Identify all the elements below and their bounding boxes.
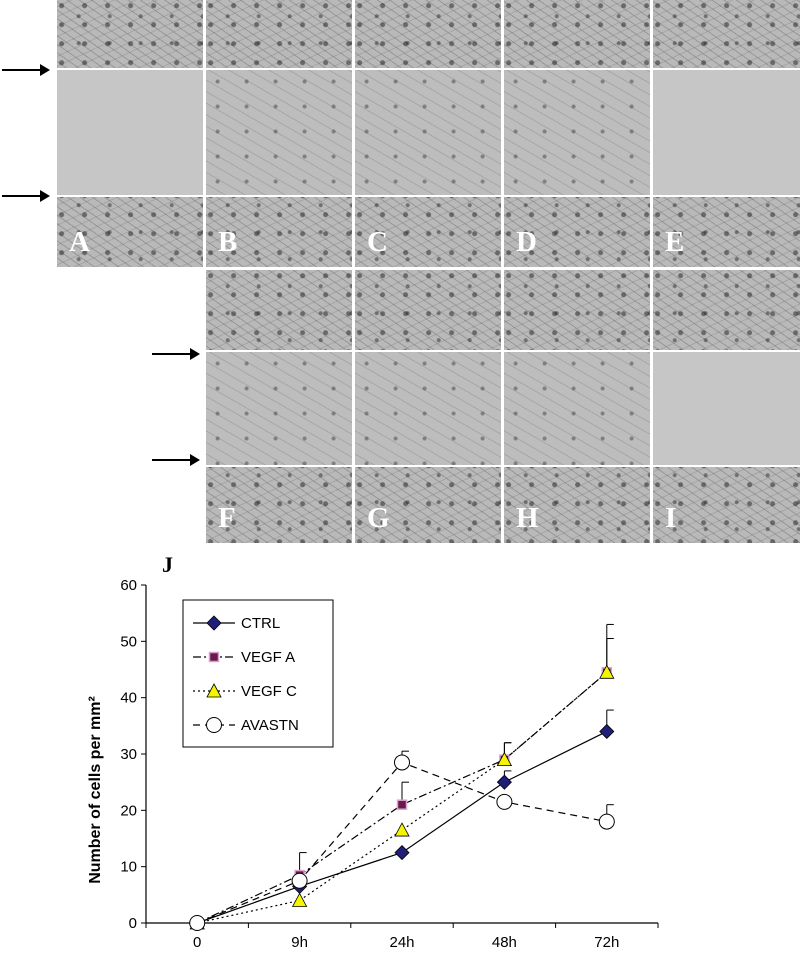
wound-edge-line (206, 350, 352, 352)
wound-edge-line (57, 68, 203, 70)
y-tick-label: 40 (120, 690, 137, 707)
y-tick-label: 50 (120, 633, 137, 650)
wound-edge-line (355, 68, 501, 70)
arrow-right-icon (152, 348, 200, 360)
data-point (599, 664, 615, 679)
y-tick-label: 20 (120, 802, 137, 819)
micrograph-panel-i: I (653, 270, 800, 543)
wound-gap (653, 351, 800, 466)
data-point (189, 915, 206, 931)
wound-edge-line (355, 195, 501, 197)
data-point (291, 872, 308, 889)
legend-marker (206, 683, 222, 698)
wound-gap (206, 69, 352, 196)
micrograph-panel-h: H (504, 270, 650, 543)
panel-label: E (665, 226, 685, 258)
chart-legend: CTRL VEGF A VEGF C AVASTN (182, 599, 334, 748)
legend-label: VEGF C (241, 683, 297, 700)
micrograph-panel-b: B (206, 0, 352, 267)
legend-marker (206, 717, 222, 733)
legend-marker (208, 651, 220, 663)
arrow-right-icon (2, 190, 50, 202)
wound-edge-line (355, 350, 501, 352)
wound-edge-line (653, 68, 800, 70)
x-tick-label: 9h (291, 934, 308, 951)
panel-label: H (516, 502, 539, 534)
y-tick-label: 10 (120, 859, 137, 876)
y-tick-label: 0 (129, 915, 137, 932)
data-point (496, 793, 513, 810)
wound-gap (57, 69, 203, 196)
legend-label: AVASTN (241, 717, 299, 734)
micrograph-panel-a: A (57, 0, 203, 267)
wound-gap (653, 69, 800, 196)
data-point (496, 774, 512, 790)
wound-edge-line (504, 465, 650, 467)
micrograph-panel-g: G (355, 270, 501, 543)
x-tick-label: 0 (193, 934, 201, 951)
micrograph-panel-c: C (355, 0, 501, 267)
micrograph-panel-e: E (653, 0, 800, 267)
arrow-right-icon (2, 64, 50, 76)
y-axis-label: Number of cells per mm² (87, 696, 104, 884)
wound-edge-line (653, 350, 800, 352)
wound-gap (504, 351, 650, 466)
wound-edge-line (355, 465, 501, 467)
legend-label: VEGF A (241, 649, 295, 666)
data-point (291, 892, 308, 907)
wound-edge-line (504, 68, 650, 70)
y-tick-label: 60 (120, 577, 137, 594)
chart-series-layer (189, 623, 615, 931)
x-tick-label: 72h (594, 934, 619, 951)
data-point (599, 723, 615, 740)
chart-axes: 0 10 20 30 40 50 60 0 9h 24h 48h 72h (120, 577, 659, 951)
panel-label: B (218, 226, 238, 258)
data-point (394, 822, 410, 837)
legend-marker (206, 615, 222, 631)
micrograph-panel-f: F (206, 270, 352, 543)
wound-edge-line (206, 68, 352, 70)
wound-edge-line (57, 195, 203, 197)
x-tick-label: 24h (389, 934, 414, 951)
cell-count-chart: J Number of cells per mm² 01020304050600… (87, 552, 659, 951)
panel-label: C (367, 226, 388, 258)
data-point (394, 754, 410, 771)
wound-edge-line (206, 465, 352, 467)
series-line (196, 671, 608, 924)
panel-label: G (367, 502, 390, 534)
legend-label: CTRL (241, 615, 280, 632)
wound-edge-line (504, 195, 650, 197)
series-avastn (189, 750, 615, 931)
micrograph-panel-d: D (504, 0, 650, 267)
wound-gap (355, 351, 501, 466)
data-point (396, 799, 408, 810)
wound-gap (206, 351, 352, 466)
wound-gap (504, 69, 650, 196)
data-point (496, 751, 513, 767)
wound-edge-line (206, 195, 352, 197)
micrograph-panel-grid: A B C D E F G H (2, 0, 800, 543)
panel-label: A (69, 226, 90, 258)
data-point (598, 813, 615, 830)
wound-edge-line (653, 465, 800, 467)
y-tick-label: 30 (120, 746, 137, 763)
chart-panel-label: J (162, 552, 173, 577)
wound-edge-line (504, 350, 650, 352)
wound-gap (355, 69, 501, 196)
data-point (394, 845, 410, 861)
arrow-right-icon (152, 454, 200, 466)
wound-edge-line (653, 195, 800, 197)
panel-label: D (516, 226, 537, 258)
panel-label: I (665, 502, 677, 534)
panel-label: F (218, 502, 236, 534)
x-tick-label: 48h (492, 934, 517, 951)
